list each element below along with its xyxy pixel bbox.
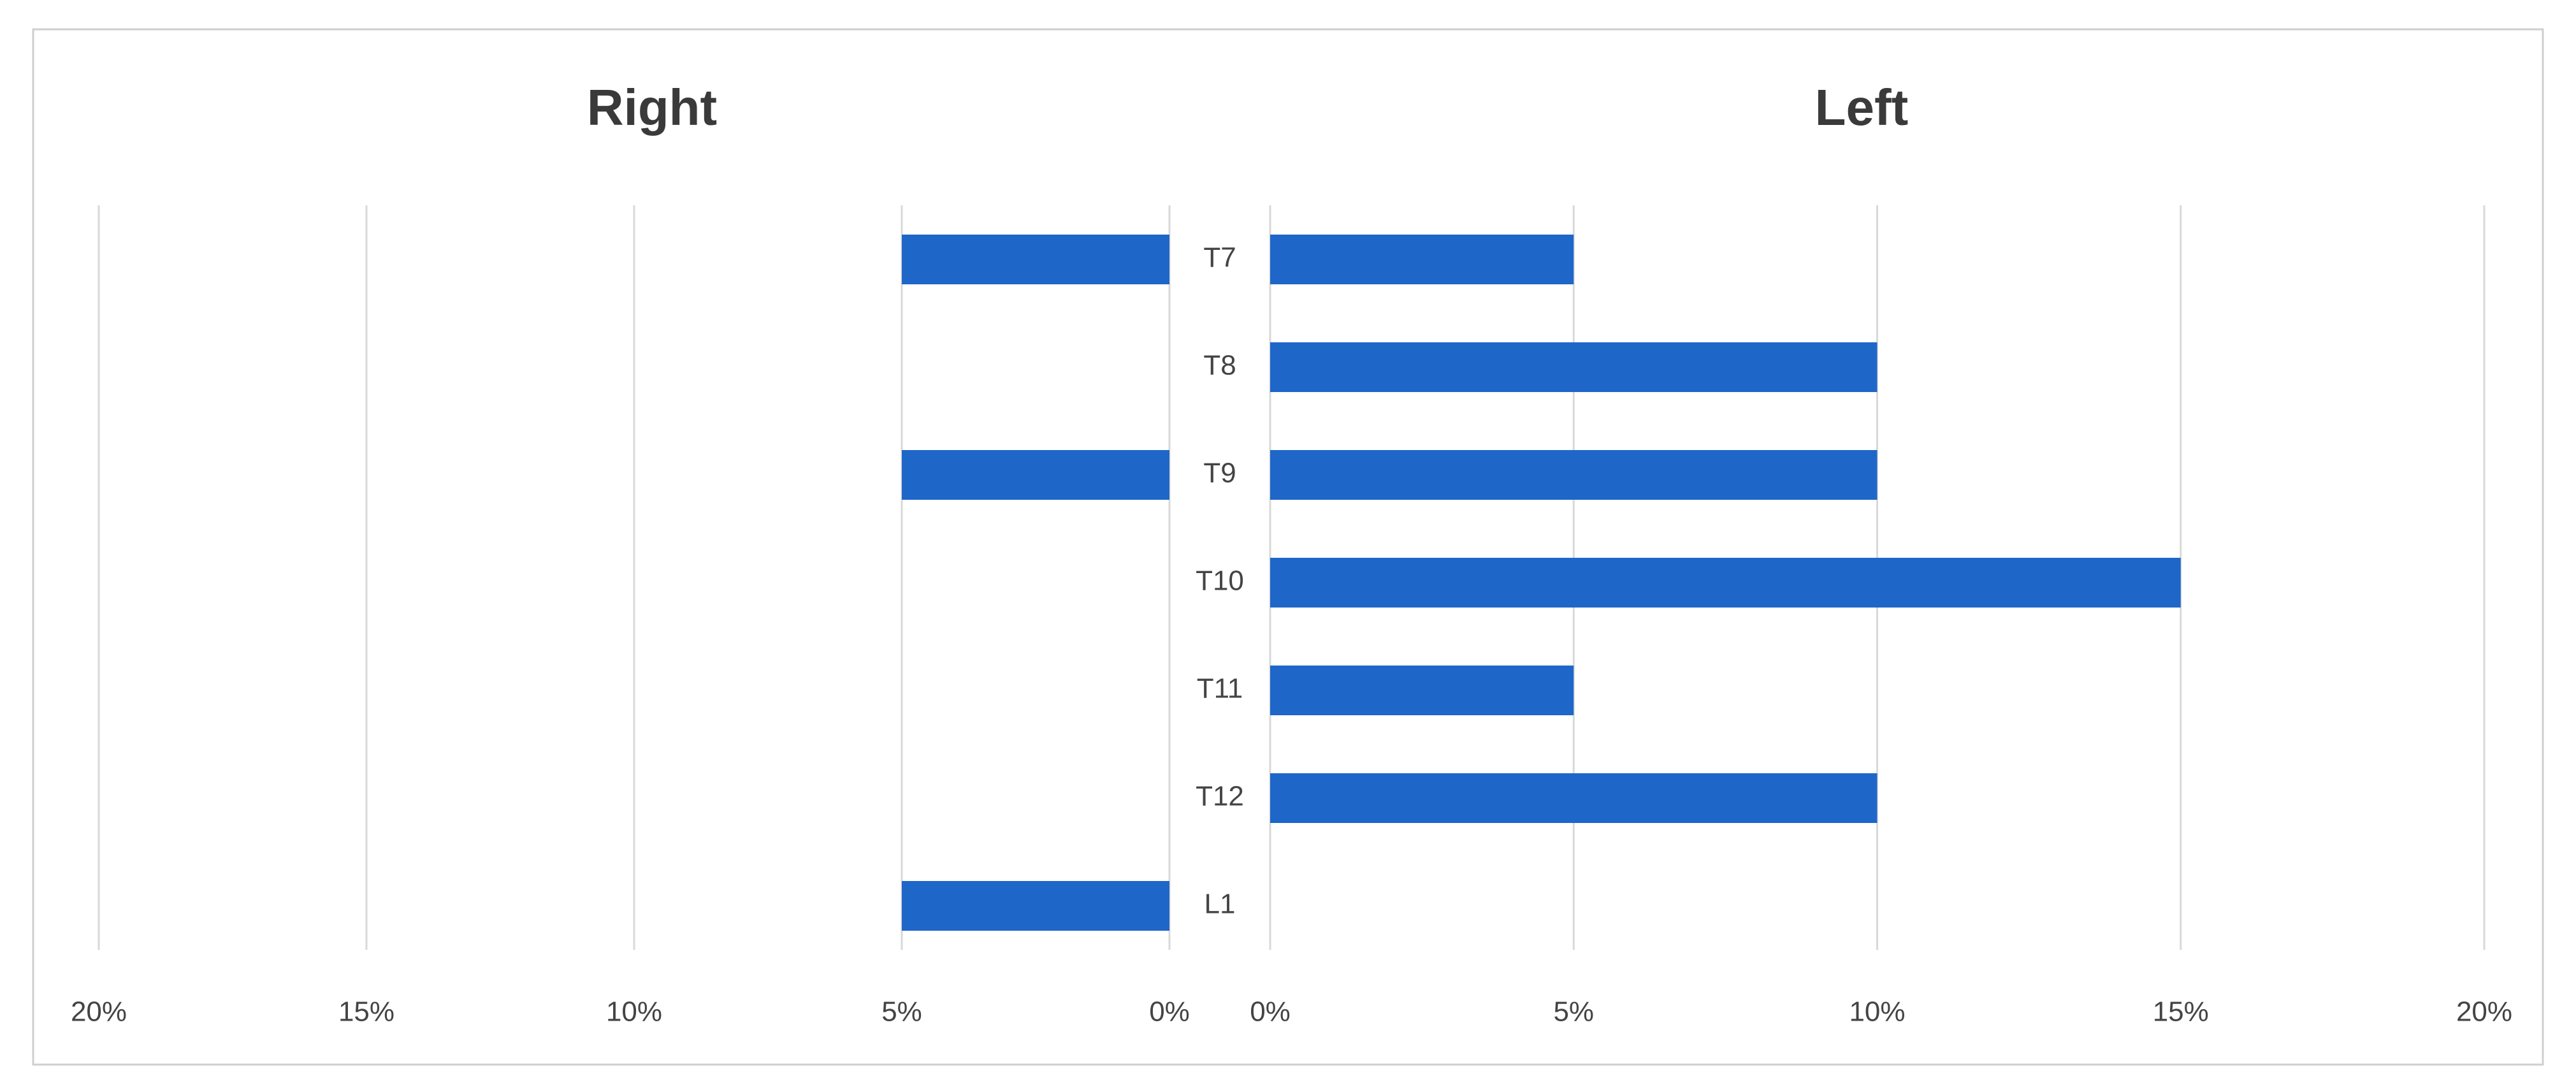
category-label: T8 <box>1203 350 1236 381</box>
category-label: T11 <box>1197 673 1243 704</box>
category-label: L1 <box>1205 889 1236 920</box>
x-tick-label: 5% <box>881 996 922 1028</box>
bar <box>1270 666 1574 715</box>
category-label: T12 <box>1196 781 1244 812</box>
bar <box>1270 558 2181 608</box>
x-tick-label: 20% <box>71 996 127 1028</box>
bar <box>902 881 1169 931</box>
panel-title: Right <box>587 79 717 136</box>
bar <box>1270 450 1878 500</box>
category-label: T9 <box>1203 458 1236 489</box>
bar <box>902 450 1169 500</box>
x-tick-label: 10% <box>1849 996 1905 1028</box>
bar <box>902 235 1169 284</box>
x-tick-label: 10% <box>606 996 662 1028</box>
x-tick-label: 5% <box>1553 996 1594 1028</box>
x-tick-label: 20% <box>2456 996 2512 1028</box>
panel-title: Left <box>1815 79 1909 136</box>
category-label: T10 <box>1196 565 1244 597</box>
bar <box>1270 342 1878 392</box>
x-tick-label: 0% <box>1149 996 1190 1028</box>
bar <box>1270 235 1574 284</box>
x-tick-label: 15% <box>2153 996 2209 1028</box>
bar <box>1270 773 1878 823</box>
x-tick-label: 0% <box>1250 996 1291 1028</box>
category-label: T7 <box>1203 242 1236 273</box>
chart-frame <box>32 28 2544 1066</box>
x-tick-label: 15% <box>338 996 394 1028</box>
